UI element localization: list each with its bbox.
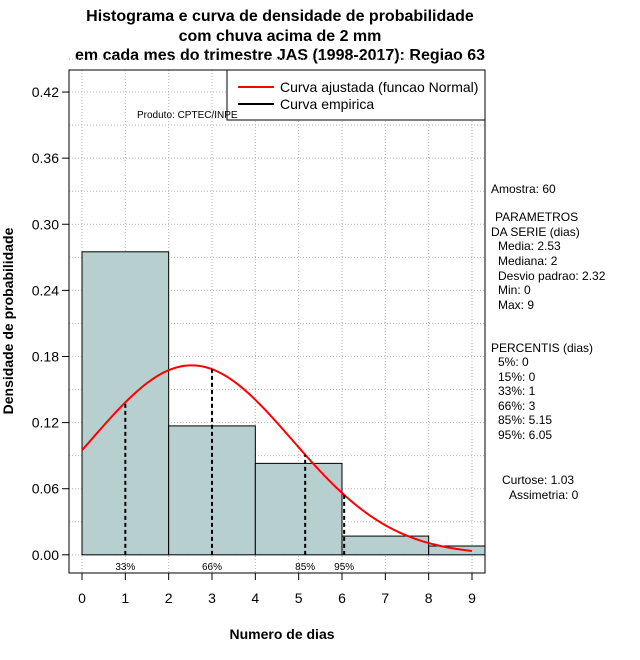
produto-label: Produto: CPTEC/INPE	[137, 110, 238, 121]
y-axis-title: Densidade de probabilidade	[0, 227, 16, 414]
x-tick-label: 5	[295, 590, 303, 606]
legend-fitted-label: Curva ajustada (funcao Normal)	[280, 79, 478, 95]
x-tick-label: 6	[338, 590, 346, 606]
chart-title-line-1: Histograma e curva de densidade de proba…	[86, 8, 474, 25]
x-axis-title: Numero de dias	[229, 626, 334, 642]
legend: Curva ajustada (funcao Normal) Curva emp…	[226, 69, 486, 121]
x-tick-label: 4	[251, 590, 259, 606]
percentile-labels: 33% 66% 85% 95%	[115, 562, 354, 573]
percentile-label: 66%	[202, 562, 222, 573]
stat-parametros-title-2: DA SERIE (dias)	[491, 225, 580, 239]
legend-empirical-label: Curva empirica	[280, 96, 374, 112]
stat-min: Min: 0	[498, 283, 531, 297]
y-tick-label: 0.42	[32, 84, 59, 100]
y-tick-label: 0.06	[32, 481, 59, 497]
stat-desvio-padrao: Desvio padrao: 2.32	[498, 269, 606, 283]
stat-amostra: Amostra: 60	[491, 182, 556, 196]
percentis-title: PERCENTIS (dias)	[491, 341, 594, 355]
percentil-85: 85%: 5.15	[498, 413, 553, 427]
percentil-95: 95%: 6.05	[498, 428, 553, 442]
percentile-label: 95%	[334, 562, 354, 573]
x-tick-label: 2	[165, 590, 173, 606]
x-tick-label: 0	[78, 590, 86, 606]
y-tick-label: 0.36	[32, 150, 59, 166]
chart-title-line-3: em cada mes do trimestre JAS (1998-2017)…	[75, 47, 485, 64]
y-tick-label: 0.24	[32, 282, 59, 298]
histogram-bar	[428, 545, 486, 556]
x-tick-label: 1	[121, 590, 129, 606]
stat-parametros-title-1: PARAMETROS	[495, 210, 579, 224]
x-tick-label: 9	[468, 590, 476, 606]
percentile-label: 85%	[295, 562, 315, 573]
y-tick-label: 0.12	[32, 415, 59, 431]
normal-fit-curve-group	[81, 364, 473, 552]
histogram-bar	[254, 462, 343, 556]
x-tick-label: 7	[381, 590, 389, 606]
histogram-bar	[341, 535, 430, 556]
stat-curtose: Curtose: 1.03	[502, 473, 575, 487]
stat-max: Max: 9	[498, 298, 535, 312]
percentil-5: 5%: 0	[498, 355, 529, 369]
x-tick-label: 3	[208, 590, 216, 606]
y-tick-label: 0.18	[32, 348, 59, 364]
stat-media: Media: 2.53	[498, 239, 561, 253]
histogram-bars	[81, 251, 486, 556]
legend-box	[226, 69, 486, 121]
stat-assimetria: Assimetria: 0	[509, 488, 579, 502]
x-tick-label: 8	[425, 590, 433, 606]
y-tick-label: 0.00	[32, 547, 59, 563]
stat-mediana: Mediana: 2	[498, 254, 558, 268]
percentil-15: 15%: 0	[498, 370, 536, 384]
y-tick-label: 0.30	[32, 216, 59, 232]
percentil-33: 33%: 1	[498, 384, 536, 398]
percentile-label: 33%	[115, 562, 135, 573]
normal-fit-curve	[81, 364, 473, 552]
chart-title-line-2: com chuva acima de 2 mm	[178, 28, 382, 45]
percentile-lines	[124, 369, 346, 555]
percentil-66: 66%: 3	[498, 399, 536, 413]
